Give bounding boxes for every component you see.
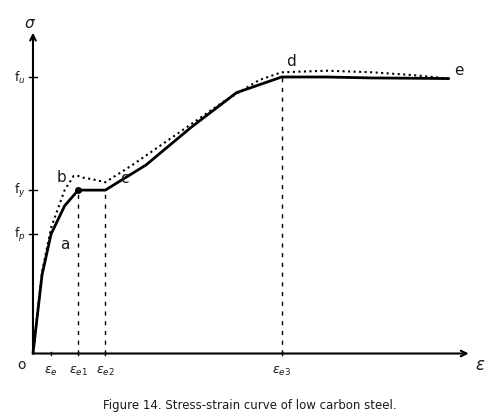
Text: o: o [17, 357, 25, 371]
Text: d: d [286, 54, 296, 69]
Text: f$_p$: f$_p$ [14, 225, 26, 244]
Text: ε: ε [475, 355, 484, 373]
Text: b: b [56, 170, 66, 185]
Text: c: c [120, 171, 128, 185]
Text: σ: σ [24, 15, 34, 31]
Text: Figure 14. Stress-strain curve of low carbon steel.: Figure 14. Stress-strain curve of low ca… [103, 398, 397, 411]
Text: e: e [454, 63, 464, 78]
Text: $\varepsilon_{e2}$: $\varepsilon_{e2}$ [96, 364, 114, 377]
Text: $\varepsilon_{e3}$: $\varepsilon_{e3}$ [272, 364, 291, 377]
Text: a: a [60, 237, 70, 252]
Text: $\varepsilon_e$: $\varepsilon_e$ [44, 364, 58, 377]
Text: f$_u$: f$_u$ [14, 70, 26, 86]
Text: $\varepsilon_{e1}$: $\varepsilon_{e1}$ [68, 364, 87, 377]
Text: f$_y$: f$_y$ [14, 182, 26, 199]
